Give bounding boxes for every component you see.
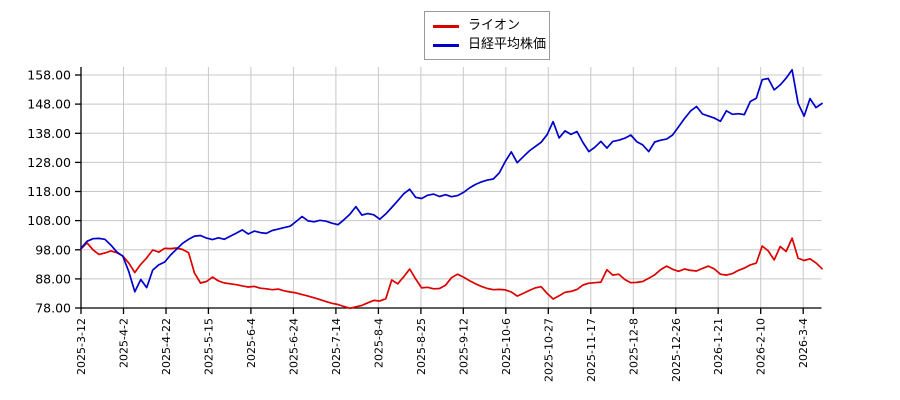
blue-line-sample-icon [433, 43, 459, 47]
x-tick-label: 2025-12-8 [627, 318, 640, 375]
y-tick-label: 98.00 [35, 242, 71, 257]
legend-item-nikkei: 日経平均株価 [433, 36, 546, 54]
x-tick-label: 2025-10-6 [500, 318, 513, 375]
x-tick-label: 2025-5-15 [202, 318, 215, 375]
x-tick-label: 2025-6-4 [245, 318, 258, 368]
x-tick-label: 2026-1-21 [712, 318, 725, 375]
x-tick-label: 2025-12-26 [670, 318, 683, 382]
x-tick-label: 2025-4-22 [160, 318, 173, 375]
legend-label-nikkei: 日経平均株価 [468, 37, 547, 52]
series-line-lion [80, 237, 823, 310]
y-tick-label: 138.00 [27, 126, 71, 141]
x-tick-label: 2026-2-10 [755, 318, 768, 375]
legend-label-lion: ライオン [468, 18, 521, 33]
legend-item-lion: ライオン [433, 17, 541, 35]
x-tick-label: 2026-3-4 [797, 318, 810, 368]
x-tick-label: 2025-7-14 [330, 318, 343, 375]
series-line-nikkei [80, 68, 823, 293]
x-tick-label: 2025-9-12 [457, 318, 470, 375]
y-tick-label: 108.00 [27, 213, 71, 228]
y-tick-label: 88.00 [35, 271, 71, 286]
legend: ライオン 日経平均株価 [424, 11, 550, 60]
y-tick-label: 118.00 [27, 184, 71, 199]
y-tick-label: 158.00 [27, 68, 71, 83]
x-tick-label: 2025-3-12 [75, 318, 88, 375]
x-tick-label: 2025-4-2 [118, 318, 131, 368]
y-tick-label: 128.00 [27, 155, 71, 170]
y-tick-label: 148.00 [27, 97, 71, 112]
y-tick-label: 78.00 [35, 301, 71, 316]
x-tick-label: 2025-11-17 [585, 318, 598, 382]
x-tick-label: 2025-10-27 [542, 318, 555, 382]
x-tick-label: 2025-8-4 [372, 318, 385, 368]
x-tick-label: 2025-6-24 [287, 318, 300, 375]
red-line-sample-icon [433, 24, 459, 28]
x-tick-label: 2025-8-25 [415, 318, 428, 375]
